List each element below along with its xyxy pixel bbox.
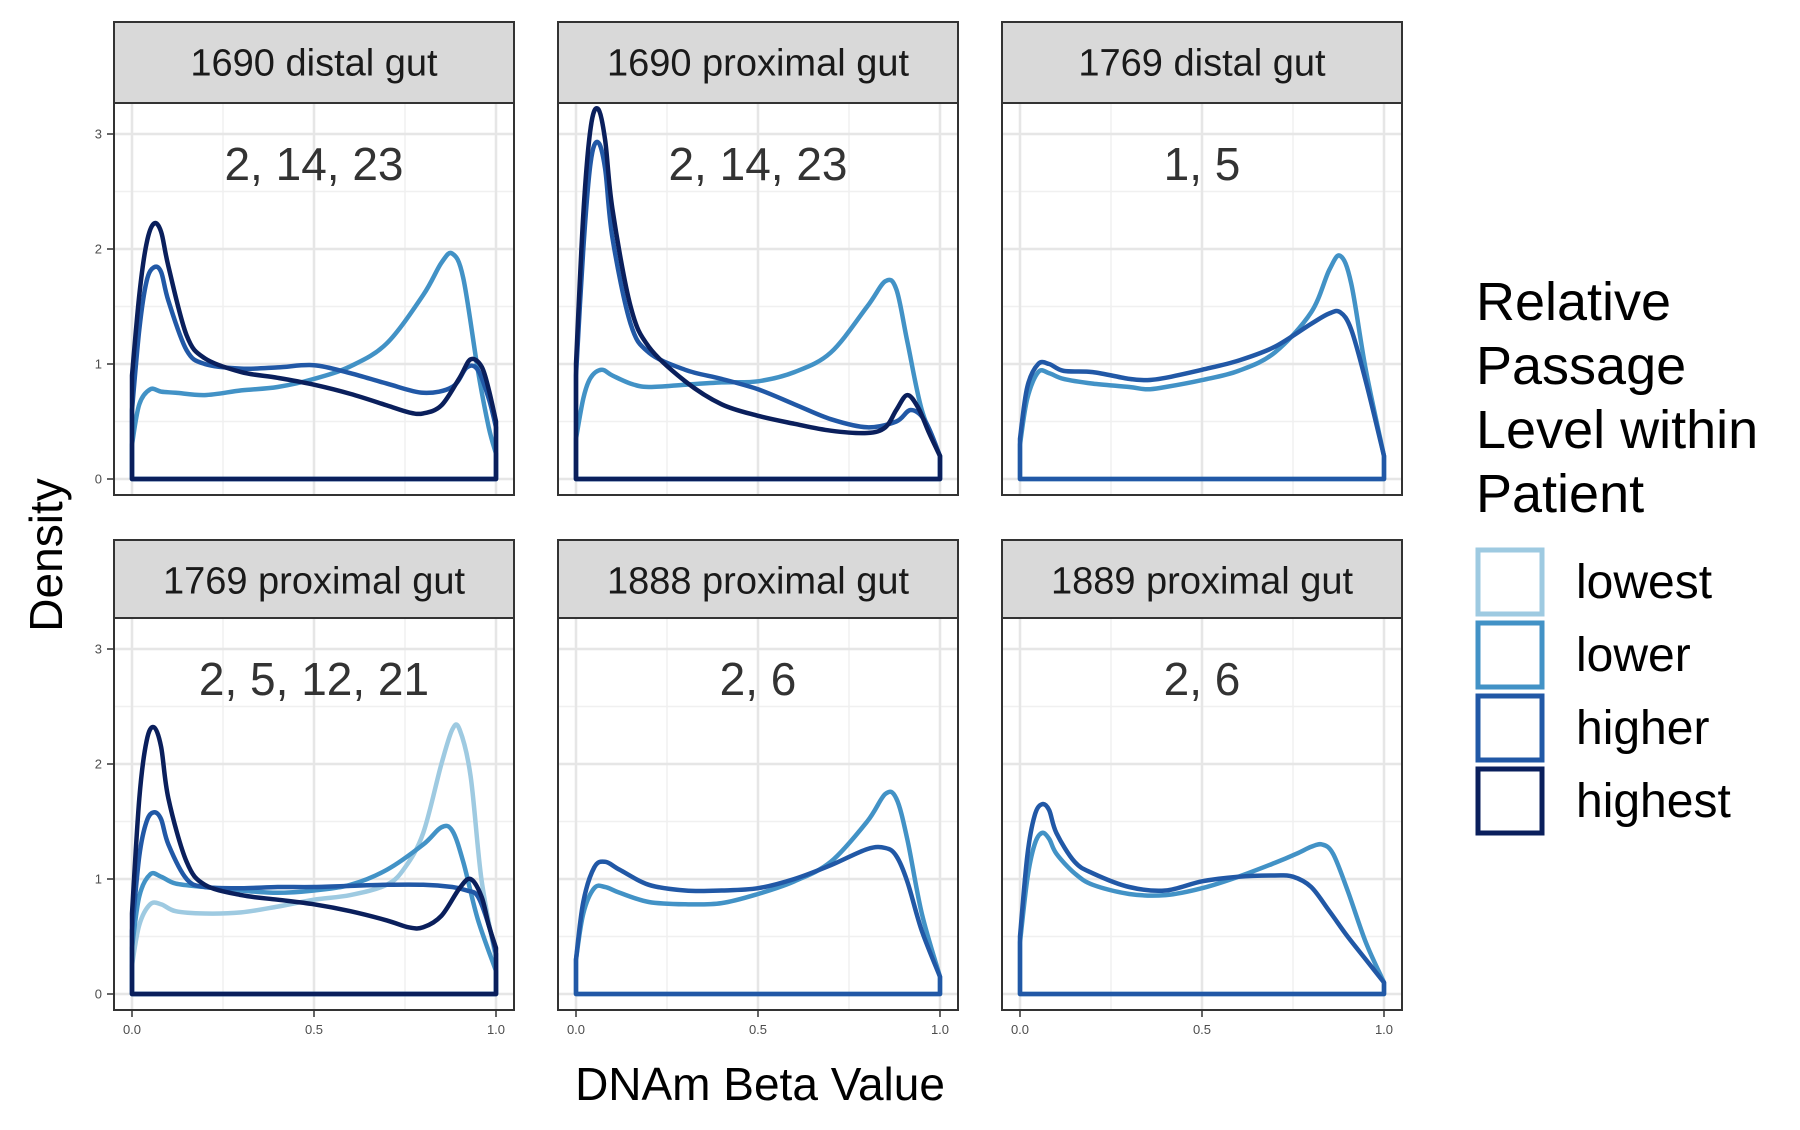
x-tick-label: 1.0 [931,1022,949,1037]
facet-title: 1889 proximal gut [1051,561,1354,603]
x-tick-label: 0.0 [567,1022,585,1037]
y-tick-label: 2 [95,242,102,257]
density-curve-highest [573,106,943,482]
x-tick-label: 0.5 [1193,1022,1211,1037]
legend-label-lowest: lowest [1576,556,1712,609]
density-curve-lower [129,823,499,997]
density-curve-lower [1017,830,1387,997]
legend: Relative Passage Level within Patient lo… [1475,272,1758,836]
legend-title-line-2: Passage [1476,336,1686,396]
density-curve-lowest [129,722,499,997]
legend-entries: lowest lower higher highest [1475,547,1731,836]
y-tick-label: 1 [95,357,102,372]
x-tick-label: 0.5 [749,1022,767,1037]
facet-panel: 1690 proximal gut 2, 14, 23 [557,21,959,496]
panel-border [557,102,959,496]
density-curve-lower [1017,253,1387,482]
legend-label-lower: lower [1576,629,1691,682]
facet-strip [113,21,515,104]
x-axis-title: DNAm Beta Value [575,1058,945,1110]
density-curve-lower [573,277,943,482]
panels-layer: 1690 distal gut 2, 14, 23 0 1 2 3 1690 proxima… [95,21,1403,1037]
legend-key-highest [1475,766,1545,836]
legend-label-higher: higher [1576,702,1709,755]
x-tick-label: 0.0 [123,1022,141,1037]
panel-annotation: 2, 14, 23 [224,138,403,190]
y-tick-label: 0 [95,472,102,487]
density-curve-higher [1017,308,1387,482]
legend-title-line-1: Relative [1476,272,1671,332]
x-tick-label: 0.0 [1011,1022,1029,1037]
facet-title: 1769 distal gut [1078,43,1326,85]
density-curve-higher [1017,801,1387,997]
facet-title: 1888 proximal gut [607,561,910,603]
panel-border [1001,102,1403,496]
facet-strip [557,21,959,104]
density-curve-highest [129,724,499,997]
facet-panel: 1769 distal gut 1, 5 [1001,21,1403,496]
facet-strip [557,539,959,622]
y-tick-label: 1 [95,872,102,887]
panel-annotation: 2, 14, 23 [668,138,847,190]
facet-panel: 1769 proximal gut 2, 5, 12, 21 0 1 2 3 0.0 0.5 1… [95,539,515,1037]
facet-strip [1001,21,1403,104]
legend-key-higher [1475,693,1545,763]
facet-title: 1690 distal gut [190,43,438,85]
facet-panel: 1690 distal gut 2, 14, 23 0 1 2 3 [95,21,515,496]
legend-key-lower [1475,620,1545,690]
density-curve-higher [573,844,943,997]
panel-annotation: 1, 5 [1164,138,1241,190]
legend-label-highest: highest [1576,775,1731,828]
x-tick-label: 1.0 [1375,1022,1393,1037]
x-tick-label: 0.5 [305,1022,323,1037]
facet-strip [1001,539,1403,622]
y-tick-label: 2 [95,757,102,772]
x-tick-label: 1.0 [487,1022,505,1037]
y-tick-label: 0 [95,987,102,1002]
facet-strip [113,539,515,622]
density-curve-highest [129,220,499,482]
y-tick-label: 3 [95,642,102,657]
facet-panel: 1888 proximal gut 2, 6 0.0 0.5 1.0 [557,539,959,1037]
legend-title-line-4: Patient [1476,464,1644,524]
panel-annotation: 2, 5, 12, 21 [199,653,429,705]
panel-border [113,102,515,496]
legend-title-line-3: Level within [1476,400,1758,460]
legend-key-lowest [1475,547,1545,617]
density-curve-higher [573,139,943,482]
y-tick-label: 3 [95,127,102,142]
facet-panel: 1889 proximal gut 2, 6 0.0 0.5 1.0 [1001,539,1403,1037]
panel-annotation: 2, 6 [720,653,797,705]
facet-title: 1690 proximal gut [607,43,910,85]
panel-annotation: 2, 6 [1164,653,1241,705]
density-curve-lower [573,789,943,997]
density-curve-higher [129,810,499,997]
facet-title: 1769 proximal gut [163,561,466,603]
y-axis-title: Density [20,478,72,631]
